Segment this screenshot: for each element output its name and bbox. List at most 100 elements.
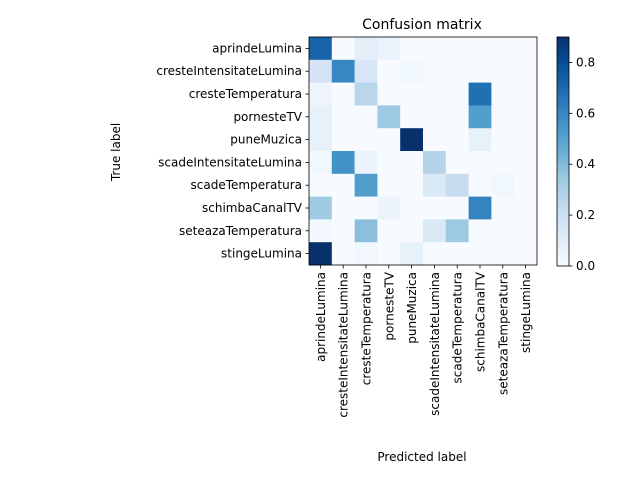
heatmap-cell [514, 59, 538, 83]
heatmap-cell [468, 59, 492, 83]
heatmap-cell [377, 105, 401, 129]
colorbar-tick-label: 0.8 [576, 55, 595, 69]
heatmap-cell [468, 219, 492, 243]
heatmap-cell [423, 37, 447, 61]
x-tick-label: cresteIntensitateLumina [337, 272, 351, 418]
heatmap-cell [331, 82, 355, 106]
heatmap-cell [400, 82, 424, 106]
heatmap-cell [400, 196, 424, 220]
heatmap-cell [309, 196, 333, 220]
x-tick-label: scadeIntensitateLumina [428, 272, 442, 416]
heatmap-cell [445, 82, 469, 106]
heatmap-cell [377, 196, 401, 220]
x-tick-label: stingeLumina [519, 272, 533, 353]
heatmap-cell [309, 151, 333, 175]
colorbar-ticks: 0.0 0.2 0.4 0.6 0.8 [569, 55, 595, 273]
heatmap-cell [354, 196, 378, 220]
x-tick-label: schimbaCanalTV [474, 271, 488, 372]
heatmap-cell [354, 151, 378, 175]
colorbar-tick-label: 0.6 [576, 106, 595, 120]
y-tick-label: scadeTemperatura [191, 178, 302, 192]
x-axis-ticks: aprindeLumina cresteIntensitateLumina cres… [314, 265, 533, 418]
heatmap-cell [354, 128, 378, 152]
heatmap-cell [491, 196, 515, 220]
heatmap-cell [309, 82, 333, 106]
heatmap-cell [354, 105, 378, 129]
y-tick-label: scadeIntensitateLumina [158, 155, 302, 169]
heatmap-cell [491, 219, 515, 243]
x-tick-label: pornesteTV [382, 271, 396, 340]
colorbar-tick-label: 0.4 [576, 157, 595, 171]
heatmap-cell [445, 151, 469, 175]
heatmap-cell [331, 242, 355, 266]
heatmap-frame [308, 36, 538, 266]
heatmap-cell [445, 242, 469, 266]
colorbar-tick-label: 0.2 [576, 208, 595, 222]
heatmap-cell [423, 105, 447, 129]
heatmap-cell [445, 37, 469, 61]
heatmap-cell [309, 37, 333, 61]
heatmap-cell [491, 173, 515, 197]
heatmap-cell [400, 105, 424, 129]
heatmap-cell [491, 37, 515, 61]
heatmap-cell [468, 128, 492, 152]
heatmap-cell [445, 128, 469, 152]
heatmap-cell [400, 37, 424, 61]
heatmap-cell [468, 242, 492, 266]
y-tick-label: puneMuzica [230, 133, 302, 147]
heatmap-cell [445, 59, 469, 83]
x-tick-label: puneMuzica [405, 272, 419, 344]
heatmap-cell [514, 105, 538, 129]
heatmap-cell [354, 82, 378, 106]
heatmap-cell [309, 219, 333, 243]
x-tick-label: cresteTemperatura [360, 272, 374, 385]
heatmap-cell [514, 82, 538, 106]
heatmap-cell [331, 59, 355, 83]
heatmap-cell [309, 59, 333, 83]
heatmap-cell [354, 242, 378, 266]
heatmap-cell [468, 173, 492, 197]
heatmap-cell [514, 196, 538, 220]
heatmap-cell [423, 173, 447, 197]
heatmap-cell [445, 105, 469, 129]
heatmap-cell [331, 196, 355, 220]
heatmap-cell [331, 105, 355, 129]
heatmap-cell [331, 128, 355, 152]
heatmap-cell [331, 219, 355, 243]
y-tick-label: stingeLumina [221, 247, 302, 261]
heatmap-cell [445, 173, 469, 197]
heatmap-cell [423, 128, 447, 152]
heatmap-cell [514, 37, 538, 61]
heatmap-cell [309, 173, 333, 197]
heatmap-cell [400, 128, 424, 152]
chart-title: Confusion matrix [362, 17, 482, 33]
heatmap-cell [400, 219, 424, 243]
heatmap-cell [514, 151, 538, 175]
heatmap-cell [400, 173, 424, 197]
y-tick-label: schimbaCanalTV [202, 201, 303, 215]
heatmap-cells [309, 37, 538, 266]
y-axis-ticks: aprindeLumina cresteIntensitateLumina cres… [156, 41, 309, 261]
heatmap-cell [445, 219, 469, 243]
heatmap-cell [309, 105, 333, 129]
heatmap-cell [491, 105, 515, 129]
heatmap-cell [377, 82, 401, 106]
heatmap-cell [423, 196, 447, 220]
colorbar-tick-label: 0.0 [576, 259, 595, 273]
x-tick-label: aprindeLumina [314, 272, 328, 362]
y-tick-label: seteazaTemperatura [179, 224, 302, 238]
x-axis-label: Predicted label [377, 450, 466, 464]
heatmap-cell [400, 242, 424, 266]
heatmap-cell [423, 219, 447, 243]
heatmap-cell [514, 128, 538, 152]
y-axis-label: True label [109, 123, 123, 182]
heatmap-cell [468, 37, 492, 61]
heatmap-cell [400, 59, 424, 83]
heatmap-cell [354, 219, 378, 243]
y-tick-label: pornesteTV [233, 110, 302, 124]
heatmap-cell [491, 151, 515, 175]
heatmap-cell [468, 82, 492, 106]
heatmap-cell [309, 128, 333, 152]
heatmap-cell [468, 105, 492, 129]
